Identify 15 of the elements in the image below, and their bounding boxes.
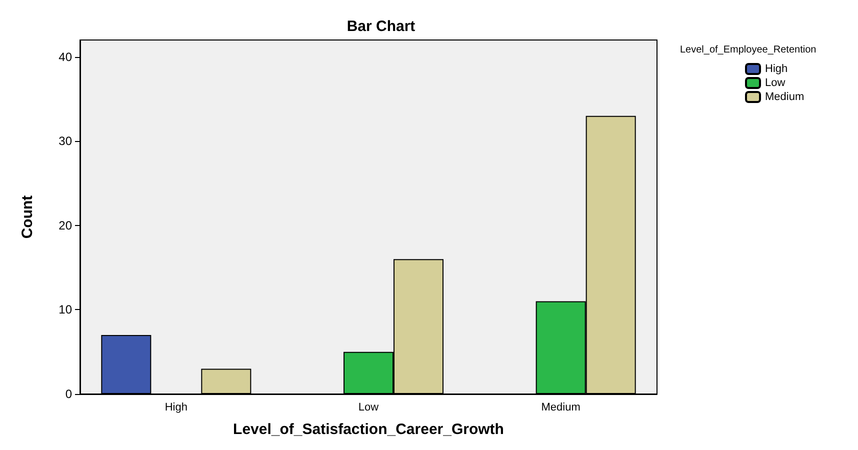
x-axis-title: Level_of_Satisfaction_Career_Growth bbox=[233, 421, 504, 438]
y-tick-label: 0 bbox=[65, 387, 72, 401]
x-tick-label: Medium bbox=[541, 402, 580, 414]
y-tick-label: 10 bbox=[58, 302, 72, 317]
y-tick-label: 20 bbox=[58, 218, 72, 232]
legend-label: Low bbox=[765, 77, 786, 89]
y-tick-label: 40 bbox=[58, 50, 72, 64]
y-axis-title: Count bbox=[19, 195, 36, 239]
chart-title: Bar Chart bbox=[346, 18, 416, 35]
y-tick-label: 30 bbox=[58, 134, 72, 148]
x-tick-label: High bbox=[164, 402, 188, 414]
x-tick-label: Low bbox=[358, 402, 379, 414]
legend-label: High bbox=[765, 63, 788, 75]
legend-label: Medium bbox=[765, 91, 804, 103]
legend-title: Level_of_Employee_Retention bbox=[680, 44, 816, 56]
